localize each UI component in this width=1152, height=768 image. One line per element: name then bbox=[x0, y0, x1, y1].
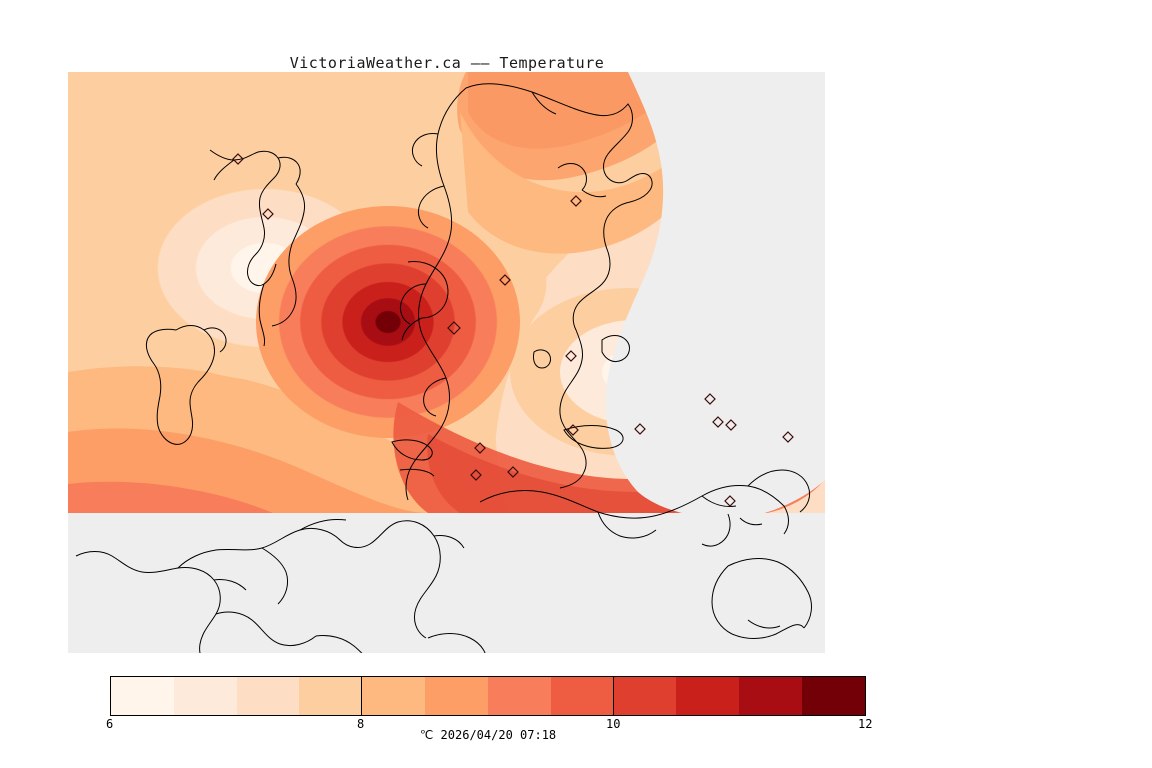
colorbar-segment-4 bbox=[362, 677, 426, 715]
station-diamond-marker[interactable] bbox=[447, 321, 461, 335]
station-diamond-marker[interactable] bbox=[724, 495, 736, 507]
colorbar-tick-label-10: 10 bbox=[606, 717, 621, 731]
colorbar-tick-label-12: 12 bbox=[858, 717, 873, 731]
colorbar-caption: ℃ 2026/04/20 07:18 bbox=[419, 728, 557, 742]
temperature-contour-map[interactable] bbox=[68, 72, 825, 653]
station-diamond-marker[interactable] bbox=[470, 469, 482, 481]
station-diamond-marker[interactable] bbox=[725, 419, 737, 431]
colorbar-tick-label-8: 8 bbox=[357, 717, 365, 731]
station-markers-layer[interactable] bbox=[232, 153, 794, 507]
colorbar-segment-1 bbox=[173, 677, 237, 715]
colorbar[interactable]: 6 8 10 12 bbox=[106, 676, 872, 731]
colorbar-segment-0 bbox=[111, 677, 174, 715]
station-diamond-marker[interactable] bbox=[570, 195, 582, 207]
station-diamond-marker[interactable] bbox=[262, 208, 274, 220]
station-diamond-marker[interactable] bbox=[634, 423, 646, 435]
land-mask-layer bbox=[68, 72, 825, 653]
colorbar-segment-5 bbox=[425, 677, 488, 715]
station-diamond-marker[interactable] bbox=[712, 416, 724, 428]
colorbar-divider-10 bbox=[613, 676, 614, 716]
map-panel[interactable] bbox=[68, 72, 825, 653]
colorbar-segment-8 bbox=[613, 677, 677, 715]
colorbar-segment-9 bbox=[676, 677, 740, 715]
colorbar-segment-11 bbox=[802, 677, 865, 715]
station-diamond-marker[interactable] bbox=[782, 431, 794, 443]
colorbar-divider-8 bbox=[361, 676, 362, 716]
station-diamond-marker[interactable] bbox=[499, 274, 511, 286]
colorbar-segment-10 bbox=[739, 677, 803, 715]
station-diamond-marker[interactable] bbox=[567, 424, 579, 436]
station-diamond-marker[interactable] bbox=[474, 442, 486, 454]
station-diamond-marker[interactable] bbox=[232, 153, 244, 165]
colorbar-tick-label-6: 6 bbox=[106, 717, 114, 731]
colorbar-segment-6 bbox=[487, 677, 551, 715]
page-title: VictoriaWeather.ca —— Temperature bbox=[289, 54, 605, 72]
station-diamond-marker[interactable] bbox=[565, 350, 577, 362]
station-diamond-marker[interactable] bbox=[704, 393, 716, 405]
coastline-layer bbox=[75, 83, 812, 653]
colorbar-gradient[interactable] bbox=[110, 676, 866, 716]
colorbar-segment-7 bbox=[550, 677, 614, 715]
station-diamond-marker[interactable] bbox=[507, 466, 519, 478]
colorbar-segment-2 bbox=[236, 677, 300, 715]
colorbar-segment-3 bbox=[299, 677, 363, 715]
